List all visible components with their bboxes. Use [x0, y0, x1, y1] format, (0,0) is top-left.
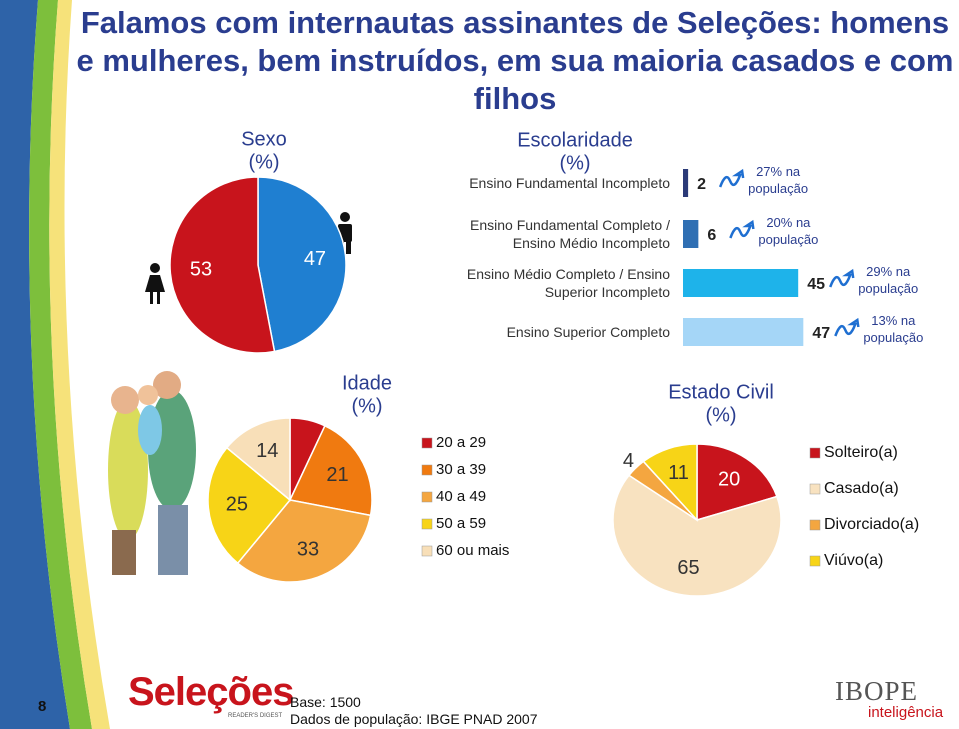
- legend-swatch: [809, 483, 821, 495]
- chart-title: Idade: [342, 372, 392, 394]
- slice-label: 33: [297, 538, 319, 560]
- pie-slice: [207, 446, 292, 565]
- chart-subtitle: (%): [351, 395, 382, 417]
- legend-swatch: [421, 518, 433, 530]
- chart-title: Sexo: [241, 128, 287, 150]
- category-label: Ensino Fundamental Completo / Ensino Méd…: [470, 217, 670, 251]
- legend-swatch: [421, 437, 433, 449]
- bar: [683, 169, 689, 197]
- legend-label: 50 a 59: [436, 515, 486, 532]
- slice-label: 47: [304, 248, 326, 270]
- chart-subtitle: (%): [248, 151, 279, 173]
- slice-label: 20: [718, 468, 740, 490]
- female-icon: [145, 263, 165, 304]
- logo-tagline: READER'S DIGEST: [228, 713, 283, 719]
- legend-swatch: [809, 519, 821, 531]
- category-label: Ensino Superior Completo: [506, 324, 670, 340]
- chart-subtitle: (%): [559, 152, 590, 174]
- slice-label: 21: [326, 464, 348, 486]
- category-label: Ensino Médio Completo / Ensino Superior …: [466, 266, 670, 300]
- trend-icon: [729, 219, 755, 239]
- logo-ibope: IBOPE: [835, 676, 919, 706]
- legend-label: Solteiro(a): [824, 444, 898, 461]
- legend-swatch: [421, 491, 433, 503]
- pie-slice: [169, 176, 276, 354]
- trend-icon: [834, 317, 860, 337]
- logo-selecoes: Seleções: [128, 670, 294, 714]
- bar: [683, 318, 804, 346]
- slice-label: 65: [677, 557, 699, 579]
- category-label: Ensino Fundamental Incompleto: [469, 175, 670, 191]
- population-note: 27% na população: [748, 164, 809, 196]
- decor-band: [49, 0, 110, 729]
- value-label: 45: [807, 276, 825, 293]
- legend-label: 30 a 39: [436, 461, 486, 478]
- legend-label: 60 ou mais: [436, 542, 509, 559]
- trend-icon: [718, 168, 745, 188]
- slide-title: Falamos com internautas assinantes de Se…: [76, 5, 954, 116]
- family-photo: [108, 371, 196, 575]
- legend-label: Divorciado(a): [824, 516, 919, 533]
- legend-label: 20 a 29: [436, 434, 486, 451]
- slice-label: 4: [623, 450, 634, 472]
- bar: [683, 220, 699, 248]
- trend-icon: [829, 268, 855, 288]
- slice-label: 7: [304, 399, 315, 421]
- chart-subtitle: (%): [705, 404, 736, 426]
- slice-label: 11: [668, 462, 689, 484]
- pie-slice: [696, 443, 778, 522]
- slice-label: 53: [190, 259, 212, 281]
- pie-slice: [288, 424, 373, 517]
- chart-title: Escolaridade: [517, 129, 633, 151]
- legend-swatch: [421, 464, 433, 476]
- decor-band: [0, 0, 70, 729]
- value-label: 6: [707, 227, 716, 244]
- legend-swatch: [421, 545, 433, 557]
- logo-ibope-sub: inteligência: [868, 704, 944, 721]
- pie-slice: [642, 443, 698, 522]
- source-note: Dados de população: IBGE PNAD 2007: [290, 711, 538, 727]
- population-note: 29% na população: [858, 264, 919, 296]
- population-note: 13% na população: [863, 313, 924, 345]
- decor-band: [29, 0, 92, 729]
- slice-label: 14: [256, 440, 278, 462]
- bar: [683, 269, 799, 297]
- legend-swatch: [809, 447, 821, 459]
- pie-slice: [225, 417, 291, 502]
- page-number: 8: [38, 698, 47, 715]
- pie-slice: [612, 474, 782, 597]
- pie-slice: [236, 499, 372, 583]
- chart-title: Estado Civil: [668, 381, 774, 403]
- base-note: Base: 1500: [290, 694, 361, 710]
- legend-label: Viúvo(a): [824, 552, 883, 569]
- value-label: 47: [812, 325, 830, 342]
- legend-swatch: [809, 555, 821, 567]
- pie-slice: [257, 176, 347, 353]
- legend-label: Casado(a): [824, 480, 899, 497]
- slice-label: 25: [226, 493, 248, 515]
- population-note: 20% na população: [758, 215, 819, 247]
- value-label: 2: [697, 176, 706, 193]
- legend-label: 40 a 49: [436, 488, 486, 505]
